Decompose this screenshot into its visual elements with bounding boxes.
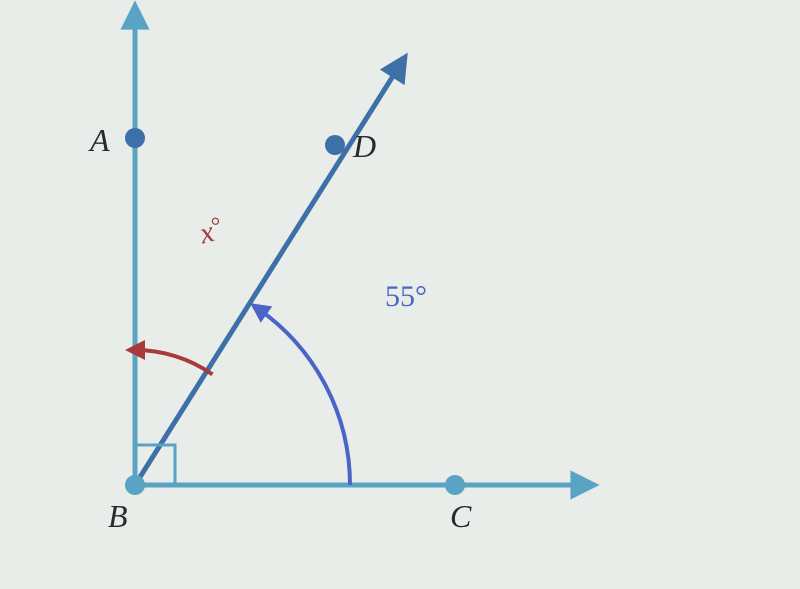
point-b bbox=[125, 475, 145, 495]
point-d bbox=[325, 135, 345, 155]
label-a: A bbox=[90, 122, 110, 159]
point-a bbox=[125, 128, 145, 148]
angle-arc-x bbox=[135, 350, 212, 374]
label-b: B bbox=[108, 498, 128, 535]
label-c: C bbox=[450, 498, 471, 535]
label-angle-55: 55° bbox=[385, 280, 427, 314]
label-d: D bbox=[353, 128, 376, 165]
angle-arc-55 bbox=[258, 309, 350, 485]
point-c bbox=[445, 475, 465, 495]
